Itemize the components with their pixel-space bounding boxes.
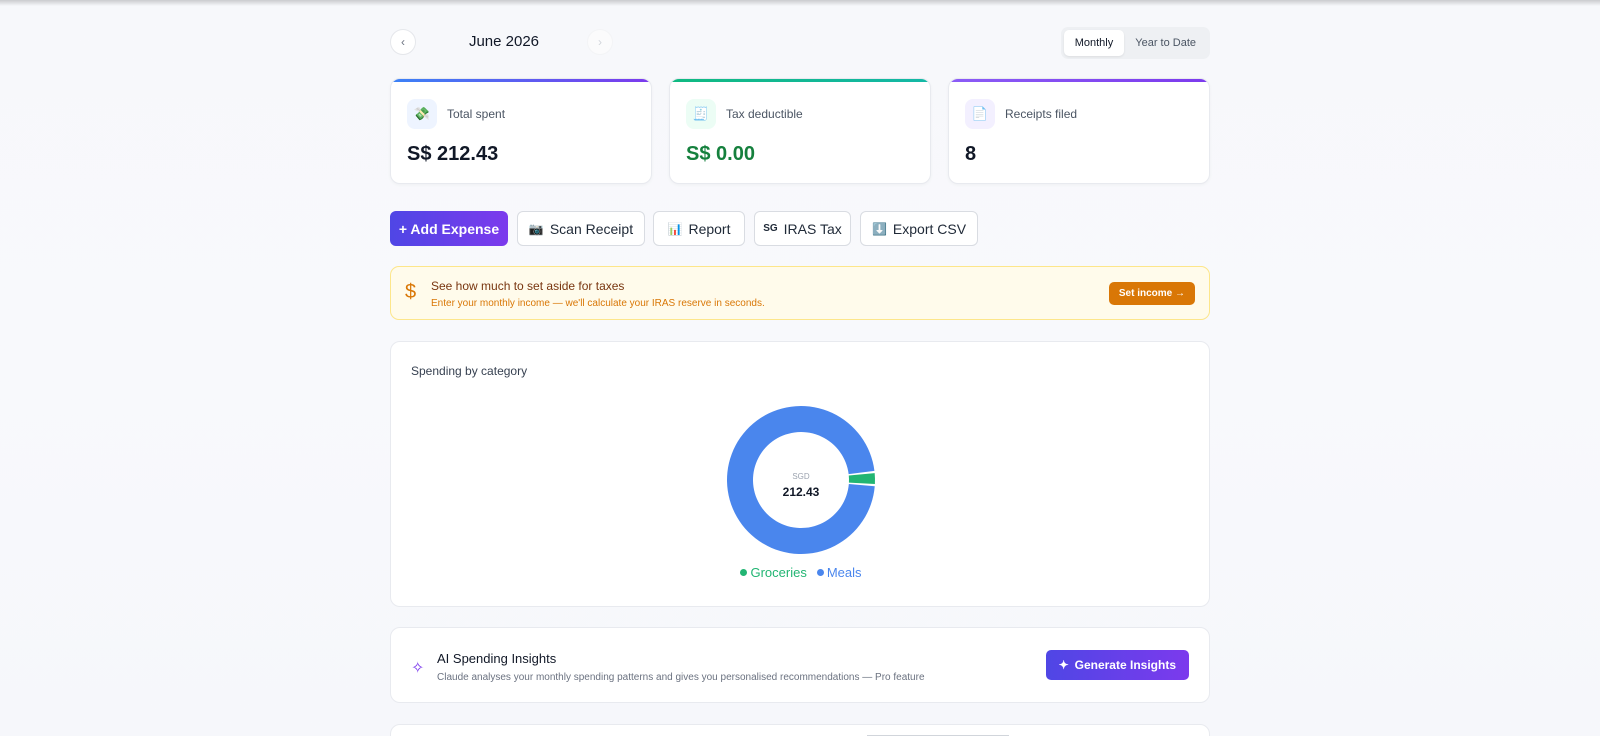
sparkle-icon: ✧ <box>411 660 425 677</box>
chart-center-unit: SGD <box>792 472 810 481</box>
donut-chart <box>727 406 875 554</box>
bar-chart-icon: 📊 <box>667 221 683 236</box>
tax-reserve-banner: $ See how much to set aside for taxes En… <box>390 266 1210 320</box>
chart-legend: Groceries Meals <box>391 565 1211 580</box>
add-expense-label: + Add Expense <box>398 220 500 237</box>
tab-year-to-date[interactable]: Year to Date <box>1135 37 1196 49</box>
ai-insights-card: ✧ AI Spending Insights Claude analyses y… <box>390 627 1210 703</box>
tab-monthly[interactable]: Monthly <box>1063 30 1125 56</box>
chevron-right-icon[interactable]: › <box>587 29 613 55</box>
card-accent-bar <box>670 79 930 82</box>
card-accent-bar <box>391 79 651 82</box>
stat-label: Receipts filed <box>1005 107 1078 121</box>
insights-title: AI Spending Insights <box>437 651 557 666</box>
stat-label: Tax deductible <box>726 107 803 121</box>
chart-center-value: 212.43 <box>782 485 820 499</box>
chevron-left-icon[interactable]: ‹ <box>390 29 416 55</box>
generate-insights-label: Generate Insights <box>1074 658 1176 672</box>
insights-subtitle: Claude analyses your monthly spending pa… <box>437 672 925 683</box>
report-button[interactable]: 📊 Report <box>653 211 745 246</box>
legend-item-groceries[interactable]: Groceries <box>740 565 807 580</box>
legend-label: Groceries <box>750 565 807 580</box>
card-accent-bar <box>949 79 1209 82</box>
ledger-icon: 🧾 <box>686 99 716 129</box>
iras-tax-label: IRAS Tax <box>783 220 842 237</box>
scan-receipt-label: Scan Receipt <box>549 220 634 237</box>
view-toggle: Monthly Year to Date <box>1060 27 1210 59</box>
donut-slice-groceries[interactable] <box>848 473 875 484</box>
report-label: Report <box>688 220 731 237</box>
stat-value: 8 <box>965 143 977 165</box>
receipt-icon: 📄 <box>965 99 995 129</box>
stat-card-receipts-filed: 📄 Receipts filed 8 <box>948 78 1210 184</box>
iras-tax-button[interactable]: SG IRAS Tax <box>754 211 851 246</box>
money-icon: 💸 <box>407 99 437 129</box>
legend-item-meals[interactable]: Meals <box>816 565 862 580</box>
scan-receipt-button[interactable]: 📷 Scan Receipt <box>517 211 645 246</box>
stat-cards: 💸 Total spent S$ 212.43 🧾 Tax deductible… <box>390 78 1210 184</box>
legend-label: Meals <box>826 565 862 580</box>
export-csv-button[interactable]: ⬇️ Export CSV <box>860 211 978 246</box>
stat-card-total-spent: 💸 Total spent S$ 212.43 <box>390 78 652 184</box>
legend-swatch <box>816 569 824 576</box>
month-label: June 2026 <box>468 33 540 50</box>
stat-card-tax-deductible: 🧾 Tax deductible S$ 0.00 <box>669 78 931 184</box>
month-navigation: ‹ June 2026 › Monthly Year to Date <box>390 27 1210 59</box>
next-card-partial <box>390 724 1210 736</box>
sparkle-icon: ✦ <box>1058 658 1069 672</box>
donut-slice-meals[interactable] <box>727 406 875 554</box>
generate-insights-button[interactable]: ✦ Generate Insights <box>1045 650 1189 680</box>
banner-subtitle: Enter your monthly income — we'll calcul… <box>431 298 765 309</box>
stat-value: S$ 212.43 <box>407 143 499 165</box>
export-csv-label: Export CSV <box>892 220 967 237</box>
spending-chart-card: Spending by category SGD 212.43 Grocerie… <box>390 341 1210 607</box>
set-income-button[interactable]: Set income → <box>1108 282 1195 305</box>
top-shadow <box>0 0 1600 6</box>
stat-label: Total spent <box>447 107 506 121</box>
stat-value: S$ 0.00 <box>686 143 755 165</box>
legend-swatch <box>740 569 748 576</box>
banner-title: See how much to set aside for taxes <box>431 279 625 293</box>
camera-icon: 📷 <box>528 221 544 236</box>
add-expense-button[interactable]: + Add Expense <box>390 211 508 246</box>
dollar-icon: $ <box>405 281 417 303</box>
chart-title: Spending by category <box>411 364 528 378</box>
sg-flag-icon: SG <box>763 223 778 234</box>
download-icon: ⬇️ <box>871 221 887 236</box>
